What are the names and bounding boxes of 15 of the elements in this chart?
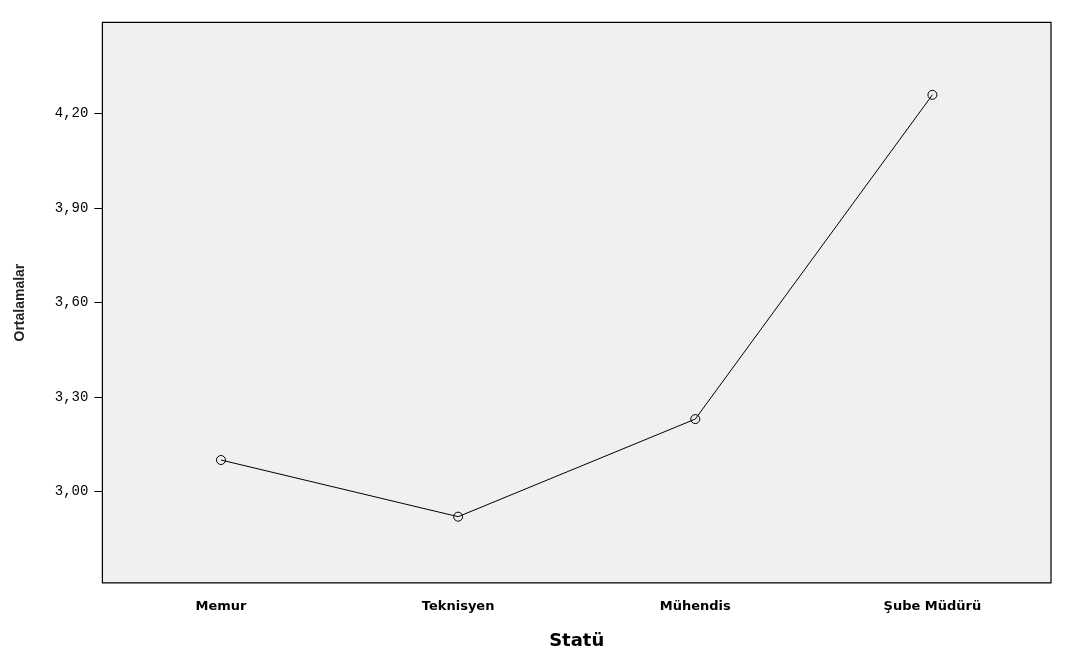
x-tick-label: Memur [195, 597, 248, 613]
x-tick-label: Şube Müdürü [883, 597, 982, 613]
y-tick-label: 3,60 [54, 294, 89, 311]
point [690, 414, 701, 425]
point [927, 89, 938, 100]
y-tick-label: 3,00 [54, 483, 89, 500]
point [215, 455, 226, 466]
y-axis-title: Ortalamalar [11, 263, 28, 342]
y-tick-label: 3,30 [54, 388, 89, 405]
x-tick-label: Teknisyen [421, 597, 495, 613]
point [453, 511, 464, 522]
y-tick-label: 4,20 [54, 105, 89, 122]
x-axis-title: Statü [549, 628, 605, 650]
y-tick-label: 3,90 [54, 199, 89, 216]
x-tick-label: Mühendis [659, 597, 732, 613]
